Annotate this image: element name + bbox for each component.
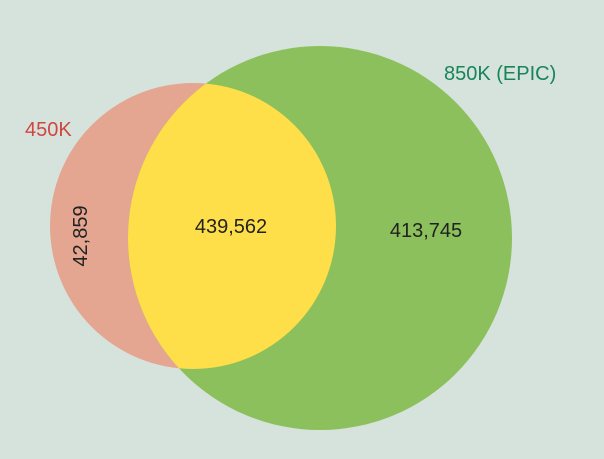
count-only-850k: 413,745 [390,220,462,242]
count-only-450k: 42,859 [70,205,92,266]
set-label-850k: 850K (EPIC) [444,63,556,85]
intersection-region [128,83,336,369]
set-label-450k: 450K [25,119,72,141]
count-both: 439,562 [195,216,267,238]
